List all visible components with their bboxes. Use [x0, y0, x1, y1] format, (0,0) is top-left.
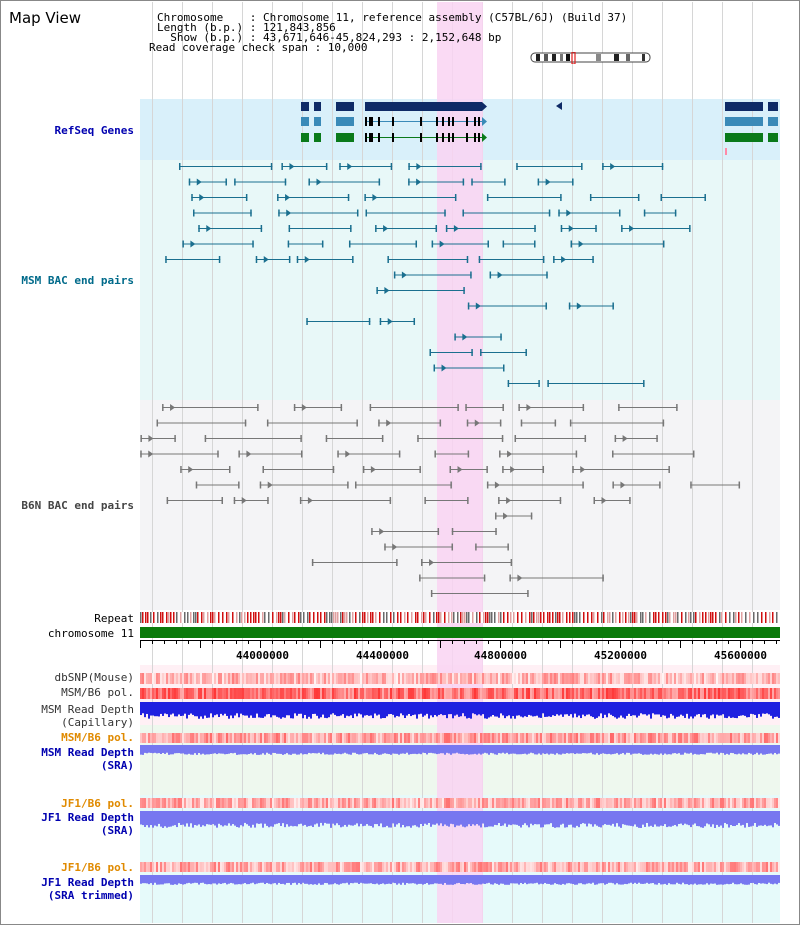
msm-pol-strip [140, 688, 780, 699]
length-info: Length (b.p.) : 121,843,856 [157, 21, 336, 34]
show-range-info: Show (b.p.) : 43,671,646-45,824,293 : 2,… [157, 31, 502, 44]
ideogram-position-marker [571, 52, 576, 64]
jf1-trim-bars [140, 875, 780, 885]
dbsnp-strip [140, 673, 780, 684]
b6n-bac-pairs [140, 404, 741, 597]
ideogram-outline [530, 52, 651, 63]
chromosome-bar [140, 627, 780, 638]
jf1-pol-strip [140, 798, 780, 808]
msm-bac-pairs [165, 163, 706, 387]
track-label-jf1-trim: JF1 Read Depth [41, 876, 134, 889]
track-label-msm-pol-2: MSM/B6 pol. [61, 731, 134, 744]
track-label-msm-pol: MSM/B6 pol. [61, 686, 134, 699]
axis-tick-label: 44400000 [356, 649, 409, 662]
track-label-msm-bac[interactable]: MSM BAC end pairs [21, 274, 134, 287]
track-label-chromosome: chromosome 11 [47, 627, 134, 640]
chromosome-info: Chromosome : Chromosome 11, reference as… [157, 11, 628, 24]
track-label-b6n-bac[interactable]: B6N BAC end pairs [21, 499, 134, 512]
track-label-dbsnp: dbSNP(Mouse) [54, 671, 134, 684]
coverage-span-info: Read coverage check span : 10,000 [149, 41, 368, 54]
chromosome-ideogram[interactable] [530, 52, 652, 64]
axis-tick-label: 44000000 [236, 649, 289, 662]
axis-tick-label: 45200000 [594, 649, 647, 662]
jf1-depth-bars [140, 811, 780, 828]
msm-depth-sra-bars [140, 745, 780, 755]
highlight-region [437, 2, 483, 923]
axis-tick-label: 45600000 [714, 649, 767, 662]
track-label-jf1-pol: JF1/B6 pol. [61, 797, 134, 810]
msm-pol-strip-2 [140, 733, 780, 743]
msm-depth-cap-bars [140, 702, 780, 719]
track-label-repeat: Repeat [94, 612, 134, 625]
track-label-msm-depth-sra-sub: (SRA) [100, 759, 134, 772]
track-label-refseq[interactable]: RefSeq Genes [54, 124, 134, 137]
track-label-msm-depth-cap: MSM Read Depth [41, 703, 134, 716]
track-label-jf1-depth: JF1 Read Depth [41, 811, 134, 824]
track-label-jf1-trim-sub: (SRA trimmed) [47, 889, 134, 902]
axis-ticks [140, 640, 780, 648]
jf1-pol-strip-2 [140, 862, 780, 872]
grid-lines [152, 2, 753, 923]
axis-tick-label: 44800000 [474, 649, 527, 662]
track-label-jf1-pol-2: JF1/B6 pol. [61, 861, 134, 874]
track-label-msm-depth-sra: MSM Read Depth [41, 746, 134, 759]
track-label-msm-depth-cap-sub: (Capillary) [61, 716, 134, 729]
repeat-track [140, 612, 780, 623]
track-label-jf1-depth-sub: (SRA) [100, 824, 134, 837]
page-title: Map View [9, 9, 82, 27]
refseq-genes [301, 102, 778, 155]
